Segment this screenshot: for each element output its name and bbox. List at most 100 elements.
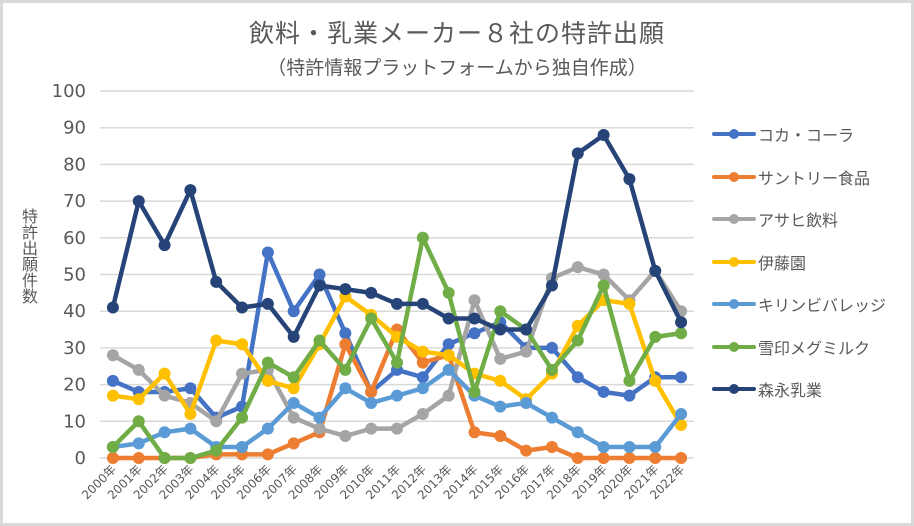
data-point	[545, 440, 558, 453]
data-point	[442, 338, 455, 351]
data-point	[365, 385, 378, 398]
data-point	[545, 363, 558, 376]
data-point	[416, 345, 429, 358]
series-5	[106, 231, 688, 464]
data-point	[675, 316, 688, 329]
data-point	[623, 173, 636, 186]
data-point	[184, 407, 197, 420]
data-point	[391, 422, 403, 435]
data-point	[261, 297, 274, 310]
data-point	[571, 426, 584, 439]
data-point	[261, 246, 274, 259]
data-point	[391, 389, 403, 402]
data-point	[132, 195, 145, 208]
data-point	[106, 349, 119, 362]
series-2	[106, 261, 688, 442]
data-point	[468, 294, 481, 307]
legend-item: 雪印メグミルク	[712, 337, 871, 358]
data-point	[675, 407, 688, 420]
data-point	[261, 356, 274, 369]
data-point	[158, 426, 171, 439]
data-point	[520, 444, 533, 457]
data-point	[649, 330, 662, 343]
legend-swatch-icon	[712, 124, 756, 144]
data-point	[468, 327, 481, 340]
series-lines	[106, 129, 688, 464]
y-axis-label: 特許出願件数	[19, 208, 38, 304]
data-point	[313, 411, 326, 424]
data-point	[571, 147, 584, 160]
data-point	[597, 440, 610, 453]
data-point	[623, 374, 636, 387]
data-point	[597, 268, 610, 281]
data-point	[545, 411, 558, 424]
data-point	[442, 349, 455, 362]
data-point	[236, 440, 249, 453]
data-point	[313, 334, 326, 347]
data-point	[391, 356, 403, 369]
data-point	[520, 345, 533, 358]
legend-swatch-icon	[712, 294, 756, 314]
data-point	[236, 367, 249, 380]
data-point	[416, 356, 429, 369]
data-point	[442, 312, 455, 325]
data-point	[339, 382, 352, 395]
data-point	[442, 286, 455, 299]
legend-swatch-icon	[712, 379, 756, 399]
y-tick-label: 50	[63, 265, 86, 286]
data-point	[287, 382, 300, 395]
data-point	[261, 448, 274, 461]
y-tick-label: 40	[63, 301, 86, 322]
data-point	[365, 396, 378, 409]
data-point	[597, 452, 610, 464]
data-point	[494, 429, 507, 442]
data-point	[287, 437, 300, 450]
legend-label: コカ・コーラ	[758, 126, 855, 145]
series-0	[106, 246, 688, 424]
legend-label: 雪印メグミルク	[758, 338, 871, 358]
legend-swatch-icon	[712, 209, 756, 229]
data-point	[184, 184, 197, 197]
y-axis-ticks: 0 10 20 30 40 50 60 70 80 90 100	[52, 81, 86, 469]
legend-label: 伊藤園	[758, 253, 807, 273]
data-point	[287, 371, 300, 384]
y-tick-label: 20	[63, 375, 86, 396]
data-point	[675, 418, 688, 431]
data-point	[158, 452, 171, 464]
data-point	[416, 371, 429, 384]
data-point	[261, 422, 274, 435]
y-tick-label: 90	[63, 118, 86, 139]
data-point	[623, 389, 636, 402]
legend-swatch-icon	[712, 167, 756, 187]
data-point	[132, 393, 145, 406]
y-tick-label: 80	[63, 154, 86, 175]
data-point	[106, 389, 119, 402]
data-point	[571, 371, 584, 384]
data-point	[287, 396, 300, 409]
data-point	[210, 334, 223, 347]
data-point	[287, 330, 300, 343]
data-point	[675, 327, 688, 340]
data-point	[571, 334, 584, 347]
data-point	[313, 268, 326, 281]
data-point	[545, 341, 558, 354]
legend-item: サントリー食品	[712, 167, 870, 188]
data-point	[158, 389, 171, 402]
data-point	[184, 382, 197, 395]
data-point	[313, 279, 326, 292]
data-point	[494, 352, 507, 365]
data-point	[210, 415, 223, 428]
legend-item: 森永乳業	[712, 379, 823, 400]
legend-label: 森永乳業	[758, 381, 823, 400]
data-point	[339, 429, 352, 442]
data-point	[365, 286, 378, 299]
data-point	[158, 239, 171, 252]
data-point	[597, 385, 610, 398]
data-point	[545, 279, 558, 292]
data-point	[520, 323, 533, 336]
data-point	[184, 422, 197, 435]
data-point	[236, 338, 249, 351]
y-tick-label: 0	[75, 448, 86, 469]
data-point	[520, 396, 533, 409]
